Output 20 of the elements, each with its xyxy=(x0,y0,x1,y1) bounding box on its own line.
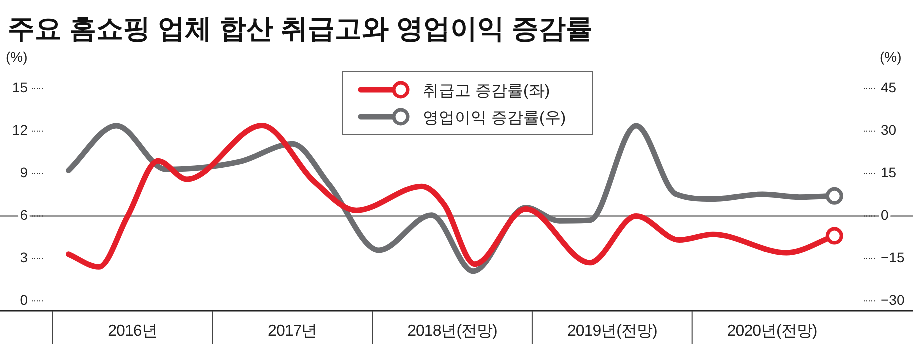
y2-tick-label: −30 xyxy=(881,292,905,308)
x-tick-label: 2017년 xyxy=(268,323,318,340)
y2-tick-label: 15 xyxy=(881,164,897,181)
chart-title: 주요 홈쇼핑 업체 합산 취급고와 영업이익 증감률 xyxy=(8,14,594,44)
y-tick-label: 3 xyxy=(20,249,28,266)
y2-tick-label: 45 xyxy=(881,80,897,96)
x-tick-label: 2016년 xyxy=(108,323,158,340)
y2-tick-label: −15 xyxy=(881,249,905,266)
y-tick-label: 15 xyxy=(12,80,28,96)
y-tick-label: 0 xyxy=(20,292,28,308)
y-tick-label: 9 xyxy=(20,164,28,181)
legend-label: 영업이익 증감률(우) xyxy=(423,110,566,127)
y-tick-label: 12 xyxy=(12,122,28,138)
y2-axis-title: (%) xyxy=(880,49,902,65)
y2-tick-label: 30 xyxy=(881,122,897,138)
legend-label: 취급고 증감률(좌) xyxy=(423,83,550,100)
y-axis-title: (%) xyxy=(6,49,28,65)
x-tick-label: 2018년(전망) xyxy=(408,323,498,340)
x-tick-label: 2020년(전망) xyxy=(727,323,818,340)
x-tick-label: 2019년(전망) xyxy=(568,323,658,340)
